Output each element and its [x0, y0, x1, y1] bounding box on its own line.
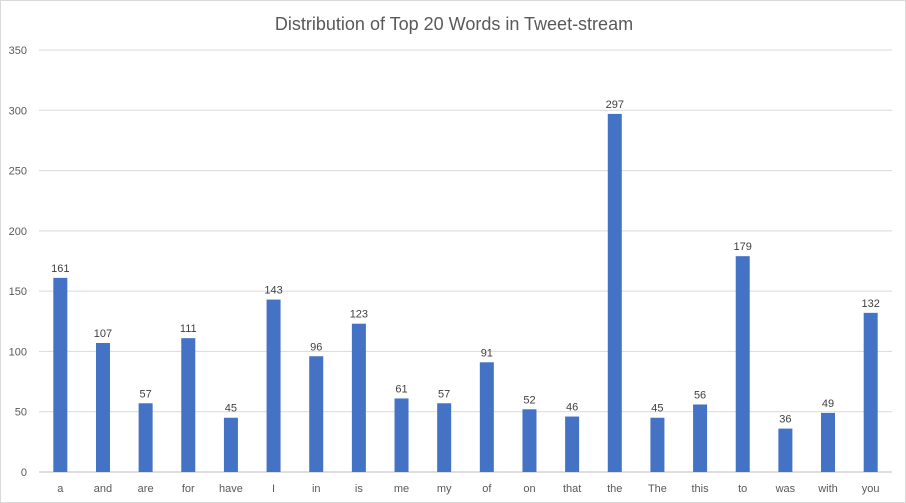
data-label: 297 [606, 99, 624, 111]
data-label: 52 [523, 394, 535, 406]
data-label: 49 [822, 398, 834, 410]
x-tick-label: of [482, 483, 492, 495]
x-tick-label: in [312, 483, 321, 495]
data-label: 57 [140, 388, 152, 400]
y-tick-label: 50 [15, 407, 27, 419]
bar [522, 409, 537, 472]
data-label: 45 [651, 403, 663, 415]
bar [223, 417, 238, 472]
bar [607, 113, 622, 472]
x-tick-label: I [272, 483, 275, 495]
data-label: 36 [779, 414, 791, 426]
y-tick-label: 150 [9, 286, 27, 298]
y-tick-label: 350 [9, 45, 27, 57]
data-label: 61 [395, 383, 407, 395]
bar [53, 277, 68, 472]
data-label: 56 [694, 389, 706, 401]
bar [479, 362, 494, 472]
x-tick-label: the [607, 483, 622, 495]
x-tick-label: was [775, 483, 796, 495]
x-tick-label: are [138, 483, 154, 495]
x-tick-label: is [355, 483, 363, 495]
bar [138, 403, 153, 472]
x-tick-label: and [94, 483, 112, 495]
data-label: 161 [51, 263, 69, 275]
x-tick-label: for [182, 483, 195, 495]
bar [821, 412, 836, 472]
x-tick-label: a [57, 483, 64, 495]
x-tick-label: with [817, 483, 838, 495]
x-tick-label: that [563, 483, 581, 495]
data-label: 123 [350, 309, 368, 321]
y-tick-label: 250 [9, 166, 27, 178]
data-label: 96 [310, 341, 322, 353]
y-tick-label: 0 [21, 467, 27, 479]
x-tick-label: my [437, 483, 452, 495]
bars [53, 113, 878, 472]
data-label: 132 [861, 298, 879, 310]
data-label: 111 [180, 323, 197, 335]
bar [266, 299, 281, 472]
data-label: 143 [264, 285, 282, 297]
gridlines [39, 49, 892, 473]
bar [778, 428, 793, 472]
data-label: 91 [481, 347, 493, 359]
y-tick-label: 100 [9, 346, 27, 358]
bar [181, 338, 196, 472]
y-tick-label: 300 [9, 105, 27, 117]
x-tick-label: me [394, 483, 409, 495]
data-label: 45 [225, 403, 237, 415]
bar [863, 312, 878, 472]
x-tick-label: this [692, 483, 710, 495]
x-tick-label: on [523, 483, 535, 495]
x-tick-label: you [862, 483, 880, 495]
bar [394, 398, 409, 472]
x-tick-label: The [648, 483, 667, 495]
bar [735, 256, 750, 472]
chart-title: Distribution of Top 20 Words in Tweet-st… [275, 14, 633, 34]
bar [95, 342, 110, 472]
data-label: 107 [94, 328, 112, 340]
data-label: 179 [734, 241, 752, 253]
y-axis-ticks: 0 50 100 150 200 250 300 350 [9, 45, 27, 479]
bar [351, 323, 366, 472]
data-label: 46 [566, 402, 578, 414]
y-tick-label: 200 [9, 226, 27, 238]
data-label: 57 [438, 388, 450, 400]
bar [650, 417, 665, 472]
data-labels: 161 107 57 111 45 143 96 123 61 57 91 52 46 297 45 56 17… [51, 99, 880, 426]
bar [565, 416, 580, 472]
bar [693, 404, 708, 472]
x-tick-label: have [219, 483, 243, 495]
x-tick-label: to [738, 483, 747, 495]
bar [309, 356, 324, 472]
bar [437, 403, 452, 472]
